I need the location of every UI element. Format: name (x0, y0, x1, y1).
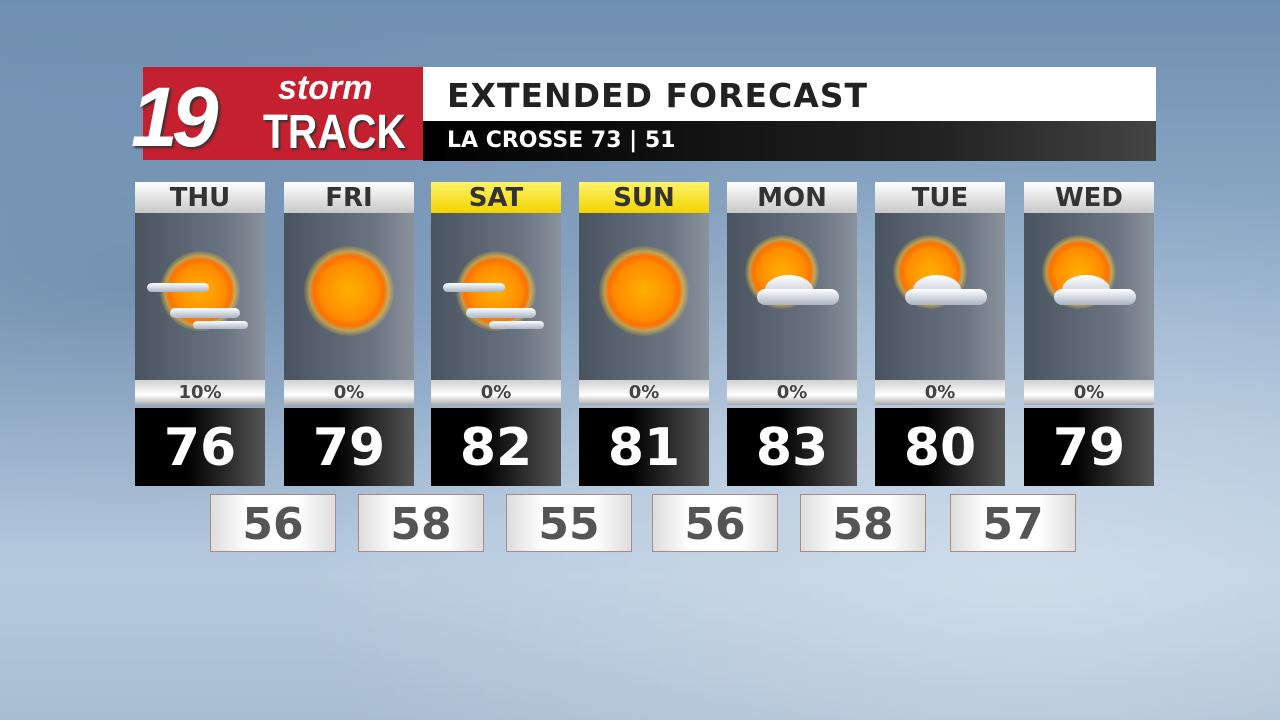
high-temp: 76 (135, 408, 265, 486)
day-label: FRI (284, 182, 414, 213)
storm-track-logo: 19 storm TRACK (131, 67, 423, 164)
day-column: THU 10% 76 (135, 182, 265, 486)
day-column: FRI 0% 79 (284, 182, 414, 486)
precip-chance: 10% (135, 380, 265, 405)
precip-chance: 0% (875, 380, 1005, 405)
partly-sunny-icon (431, 213, 561, 380)
precip-chance: 0% (579, 380, 709, 405)
day-label: TUE (875, 182, 1005, 213)
logo-number: 19 (131, 70, 218, 164)
precip-chance: 0% (727, 380, 857, 405)
day-column: TUE 0% 80 (875, 182, 1005, 486)
low-temp: 56 (652, 494, 778, 552)
precip-chance: 0% (284, 380, 414, 405)
low-temp: 55 (506, 494, 632, 552)
mostly-sunny-icon (727, 213, 857, 380)
day-label: SUN (579, 182, 709, 213)
high-temp: 83 (727, 408, 857, 486)
page-title: EXTENDED FORECAST (423, 67, 1156, 121)
logo-track: TRACK (263, 106, 406, 159)
precip-chance: 0% (431, 380, 561, 405)
low-temp: 57 (950, 494, 1076, 552)
partly-sunny-icon (135, 213, 265, 380)
high-temp: 79 (1024, 408, 1154, 486)
precip-chance: 0% (1024, 380, 1154, 405)
day-column: SUN 0% 81 (579, 182, 709, 486)
sunny-icon (579, 213, 709, 380)
sunny-icon (284, 213, 414, 380)
low-temp: 58 (358, 494, 484, 552)
mostly-sunny-icon (875, 213, 1005, 380)
high-temp: 81 (579, 408, 709, 486)
day-label: SAT (431, 182, 561, 213)
high-temp: 82 (431, 408, 561, 486)
mostly-sunny-icon (1024, 213, 1154, 380)
high-temp: 79 (284, 408, 414, 486)
day-column: SAT 0% 82 (431, 182, 561, 486)
day-label: MON (727, 182, 857, 213)
day-label: WED (1024, 182, 1154, 213)
location-subtitle: LA CROSSE 73 | 51 (423, 121, 1156, 161)
logo-storm: storm (278, 69, 373, 107)
low-temp: 56 (210, 494, 336, 552)
low-temp: 58 (800, 494, 926, 552)
day-column: MON 0% 83 (727, 182, 857, 486)
high-temp: 80 (875, 408, 1005, 486)
day-column: WED 0% 79 (1024, 182, 1154, 486)
day-label: THU (135, 182, 265, 213)
